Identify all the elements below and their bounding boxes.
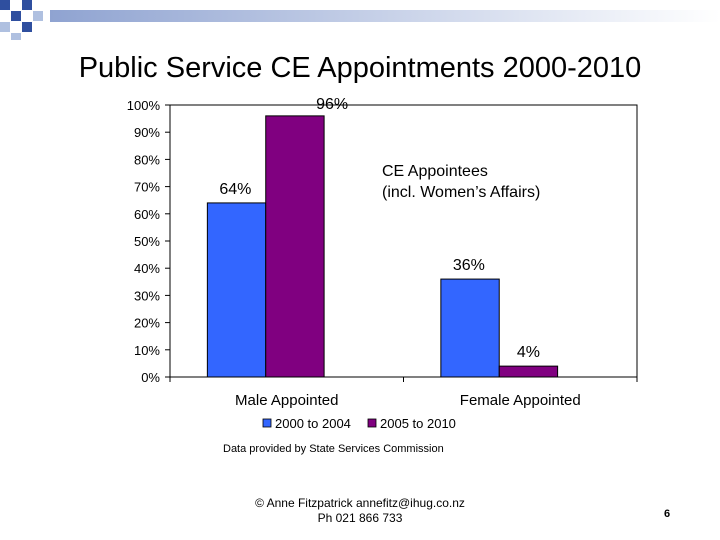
bar-data-label: 4% — [517, 344, 540, 361]
y-tick-label: 90% — [134, 125, 160, 140]
bars — [206, 115, 559, 378]
bar — [206, 202, 267, 378]
bar — [440, 278, 500, 378]
y-tick-label: 80% — [134, 152, 160, 167]
footer: © Anne Fitzpatrick annefitz@ihug.co.nz P… — [0, 496, 720, 526]
footer-phone: Ph 021 866 733 — [317, 511, 403, 525]
page-number: 6 — [664, 508, 671, 520]
decoration-square — [0, 0, 10, 10]
data-labels: 64% 36% 96% 4% — [219, 96, 540, 361]
y-tick-label: 30% — [134, 288, 160, 303]
decoration-square — [22, 22, 32, 32]
y-tick-label: 70% — [134, 180, 160, 195]
y-tick-label: 50% — [134, 234, 160, 249]
x-category-label: Male Appointed — [235, 392, 338, 409]
footer-copyright: © Anne Fitzpatrick annefitz@ihug.co.nz — [255, 496, 465, 510]
data-source-note: Data provided by State Services Commissi… — [223, 443, 444, 455]
y-tick-label: 0% — [141, 370, 160, 385]
legend-swatch — [367, 418, 377, 428]
legend-label: 2000 to 2004 — [275, 416, 351, 431]
y-tick-label: 20% — [134, 316, 160, 331]
chart-annotation-line2: (incl. Women’s Affairs) — [382, 184, 540, 201]
legend-label: 2005 to 2010 — [380, 416, 456, 431]
legend-swatch — [262, 418, 272, 428]
bar-data-label: 64% — [219, 181, 251, 198]
decoration-square — [0, 22, 10, 32]
y-tick-label: 60% — [134, 207, 160, 222]
y-tick-label: 100% — [127, 98, 161, 113]
bar-data-label: 36% — [453, 257, 485, 274]
bar — [265, 115, 325, 378]
y-tick-label: 40% — [134, 261, 160, 276]
decoration-square — [33, 11, 43, 21]
x-axis: Male Appointed Female Appointed — [169, 377, 638, 409]
slide-title: Public Service CE Appointments 2000-2010 — [78, 52, 642, 84]
y-axis: 0% 10% 20% 30% 40% 50% 60% 70% 80% 90% 100% — [127, 98, 170, 385]
bar — [498, 365, 559, 378]
decoration-square — [22, 0, 32, 10]
decoration-square — [11, 11, 21, 21]
decoration-gradient-band — [50, 10, 720, 22]
title-decoration-bar — [0, 0, 720, 40]
bar-data-label: 96% — [316, 96, 348, 113]
decoration-square — [11, 33, 21, 40]
chart-annotation-line1: CE Appointees — [382, 163, 488, 180]
x-category-label: Female Appointed — [460, 392, 581, 409]
y-tick-label: 10% — [134, 343, 160, 358]
legend: 2000 to 2004 2005 to 2010 — [262, 416, 456, 431]
